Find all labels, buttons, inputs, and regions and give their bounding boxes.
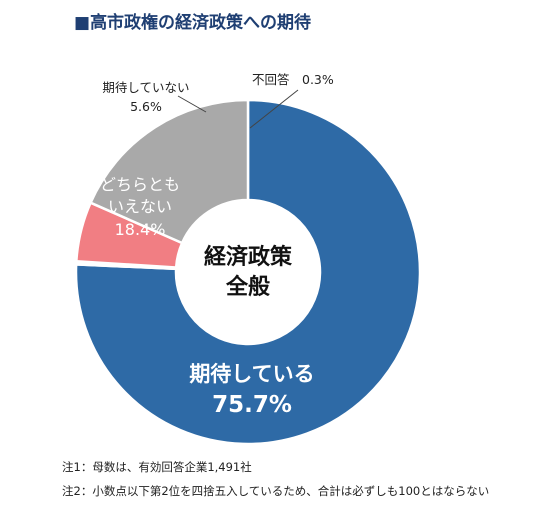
- value-neither: 18.4%: [115, 220, 166, 239]
- center-label-line-1: 経済政策: [204, 244, 293, 270]
- value-expecting: 75.7%: [212, 392, 292, 418]
- value-not-expecting: 5.6%: [130, 99, 162, 114]
- label-neither-line-1: どちらとも: [100, 175, 180, 194]
- title-marker: ■: [74, 13, 91, 33]
- leader-line-not-expecting: [177, 95, 207, 113]
- label-neither-line-2: いえない: [108, 197, 172, 216]
- label-expecting: 期待している: [189, 362, 314, 386]
- notes: 注1：母数は、有効回答企業1,491社 注2：小数点以下第2位を四捨五入している…: [62, 455, 489, 503]
- center-label-line-2: 全般: [225, 274, 270, 300]
- slice-expecting: [74, 98, 422, 446]
- title-text: 高市政権の経済政策への期待: [90, 13, 312, 33]
- note-2: 注2：小数点以下第2位を四捨五入しているため、合計は必ずしも100とはならない: [62, 484, 490, 498]
- label-not-expecting: 期待していない: [102, 80, 189, 95]
- value-no-answer: 0.3%: [302, 72, 334, 87]
- slice-neither: [88, 98, 250, 245]
- label-no-answer: 不回答: [252, 72, 290, 87]
- note-1: 注1：母数は、有効回答企業1,491社: [62, 460, 252, 474]
- chart-title: ■高市政権の経済政策への期待: [74, 8, 311, 33]
- leader-line-no-answer: [249, 89, 299, 129]
